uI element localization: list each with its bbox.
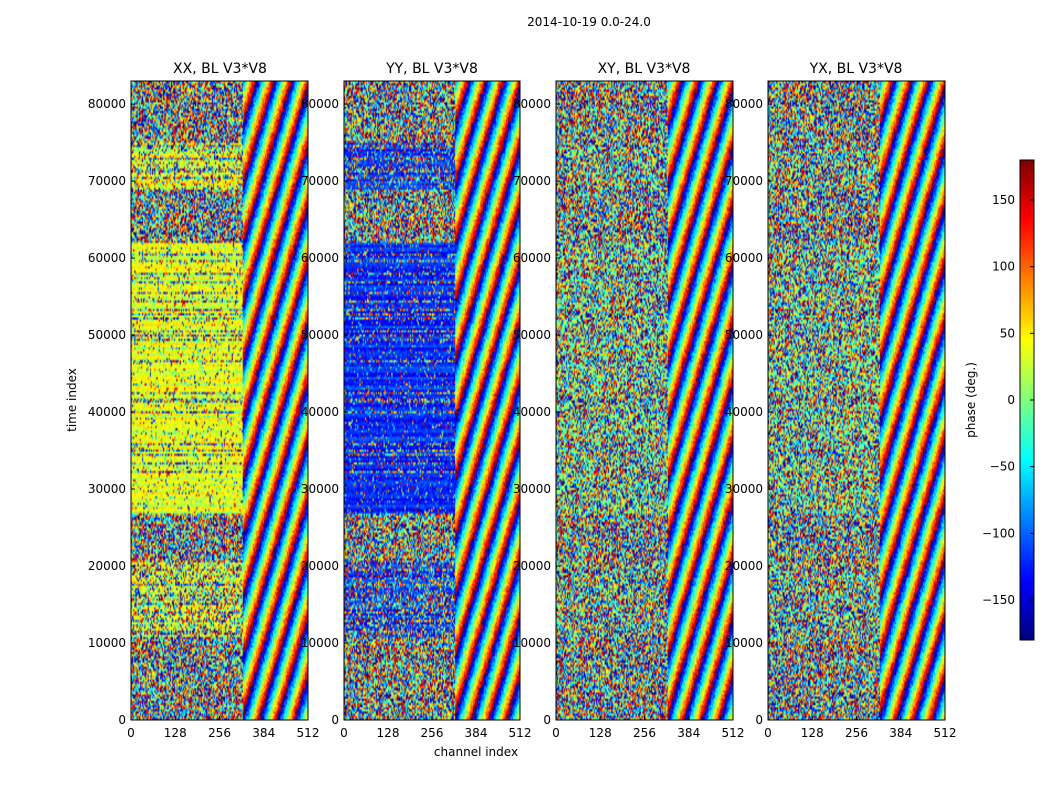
y-tick-label: 70000 [88,174,126,188]
colorbar-gradient [1020,160,1034,640]
y-tick-label: 20000 [88,559,126,573]
y-tick-label: 30000 [725,482,763,496]
panel-title-xx: XX, BL V3*V8 [173,61,267,77]
x-tick-label: 128 [164,726,187,740]
y-ticks-yx: 0 10000 20000 30000 40000 50000 60000 70000 8000… [725,97,772,727]
x-tick-label: 512 [297,726,320,740]
y-tick-label: 10000 [513,636,551,650]
y-tick-label: 70000 [725,174,763,188]
x-ticks-xx: 0 128 256 384 512 [127,716,319,740]
y-tick-label: 40000 [88,405,126,419]
y-tick-label: 50000 [88,328,126,342]
y-tick-label: 20000 [513,559,551,573]
y-axis-label: time index [65,368,79,432]
colorbar: −150 −100 −50 0 50 100 150 phase (deg.) [964,159,1035,641]
x-tick-label: 256 [421,726,444,740]
heatmap-xy [556,81,733,720]
colorbar-tick-label: 0 [1007,393,1015,407]
y-tick-label: 30000 [513,482,551,496]
x-tick-label: 0 [127,726,135,740]
x-tick-label: 384 [252,726,275,740]
y-tick-label: 0 [118,713,126,727]
y-tick-label: 30000 [88,482,126,496]
y-tick-label: 10000 [725,636,763,650]
x-tick-label: 384 [465,726,488,740]
x-tick-label: 128 [589,726,612,740]
panel-xy: 0 128 256 384 512 0 10000 20000 30000 40000 50000… [513,80,744,740]
colorbar-tick-label: −150 [982,593,1015,607]
colorbar-label: phase (deg.) [964,362,978,438]
y-tick-label: 30000 [301,482,339,496]
figure-title: 2014-10-19 0.0-24.0 [527,15,651,29]
y-ticks-xy: 0 10000 20000 30000 40000 50000 60000 70000 8000… [513,97,560,727]
y-tick-label: 10000 [301,636,339,650]
y-tick-label: 10000 [88,636,126,650]
colorbar-tick-label: 50 [1000,326,1015,340]
x-tick-label: 0 [552,726,560,740]
y-tick-label: 70000 [301,174,339,188]
x-tick-label: 384 [677,726,700,740]
y-tick-label: 80000 [301,97,339,111]
x-tick-label: 256 [633,726,656,740]
x-ticks-yx: 0 128 256 384 512 [764,716,956,740]
colorbar-ticks: −150 −100 −50 0 50 100 150 [982,193,1034,607]
y-tick-label: 0 [755,713,763,727]
y-ticks-yy: 0 10000 20000 30000 40000 50000 60000 70000 8000… [301,97,348,727]
y-tick-label: 80000 [88,97,126,111]
heatmap-xx [131,81,308,720]
x-tick-label: 256 [845,726,868,740]
x-ticks-xy: 0 128 256 384 512 [552,716,744,740]
panel-title-yx: YX, BL V3*V8 [809,61,903,77]
y-tick-label: 60000 [725,251,763,265]
y-tick-label: 40000 [513,405,551,419]
heatmap-yy [344,81,520,720]
y-tick-label: 60000 [88,251,126,265]
x-tick-label: 0 [764,726,772,740]
y-tick-label: 80000 [513,97,551,111]
panel-title-yy: YY, BL V3*V8 [385,61,478,77]
x-tick-label: 512 [722,726,745,740]
y-tick-label: 80000 [725,97,763,111]
y-tick-label: 20000 [301,559,339,573]
x-tick-label: 512 [509,726,532,740]
y-tick-label: 70000 [513,174,551,188]
y-tick-label: 60000 [513,251,551,265]
x-tick-label: 128 [377,726,400,740]
panel-yy: 0 128 256 384 512 0 10000 20000 30000 40000 50000… [301,80,531,740]
panel-xx: 0 128 256 384 512 0 10000 20000 30000 40000 50000… [88,80,319,740]
y-ticks-xx: 0 10000 20000 30000 40000 50000 60000 70000 8000… [88,97,135,727]
y-tick-label: 50000 [725,328,763,342]
x-tick-label: 384 [889,726,912,740]
panel-yx: 0 128 256 384 512 0 10000 20000 30000 40000 50000… [725,80,956,740]
y-tick-label: 50000 [513,328,551,342]
x-tick-label: 128 [801,726,824,740]
y-tick-label: 0 [543,713,551,727]
x-axis-label: channel index [434,745,518,759]
x-tick-label: 0 [340,726,348,740]
y-tick-label: 0 [331,713,339,727]
y-tick-label: 40000 [301,405,339,419]
colorbar-tick-label: −100 [982,526,1015,540]
heatmap-yx [768,81,945,720]
x-tick-label: 256 [208,726,231,740]
x-tick-label: 512 [934,726,957,740]
colorbar-tick-label: −50 [990,460,1015,474]
y-tick-label: 60000 [301,251,339,265]
panel-title-xy: XY, BL V3*V8 [598,61,691,77]
colorbar-tick-label: 150 [992,193,1015,207]
colorbar-tick-label: 100 [992,260,1015,274]
y-tick-label: 40000 [725,405,763,419]
y-tick-label: 50000 [301,328,339,342]
y-tick-label: 20000 [725,559,763,573]
x-ticks-yy: 0 128 256 384 512 [340,716,531,740]
